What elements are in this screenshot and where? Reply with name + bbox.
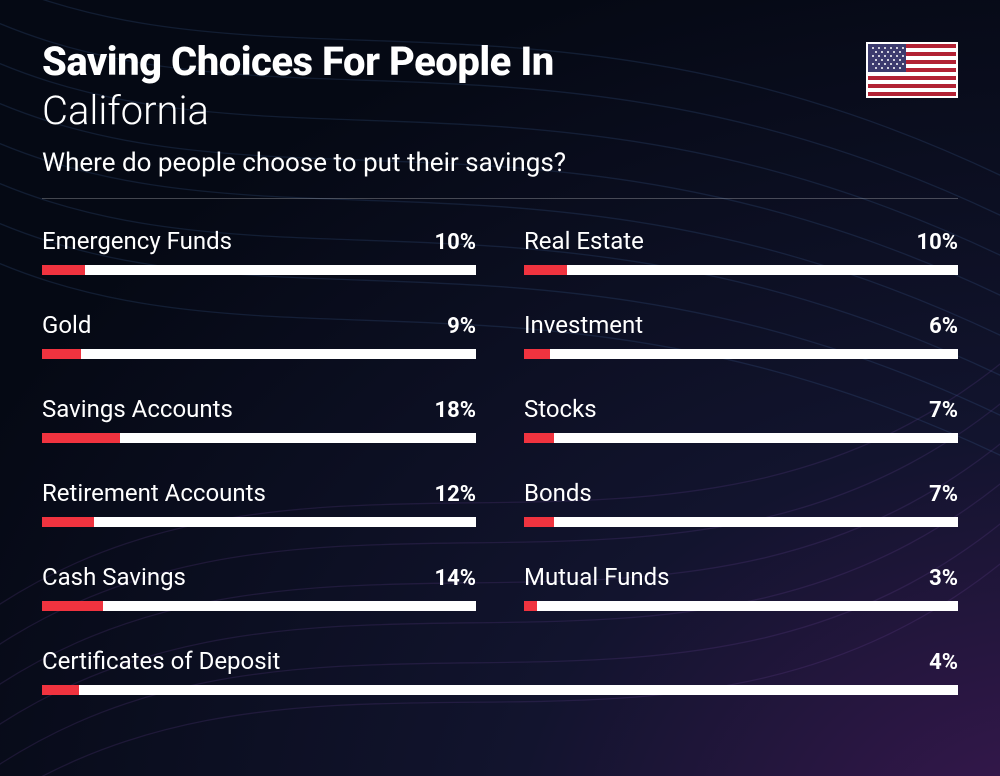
bar-item: Mutual Funds 3%: [524, 563, 958, 611]
bar-fill: [42, 433, 120, 443]
bar-item-label: Mutual Funds: [524, 563, 670, 591]
bar-track: [42, 685, 958, 695]
bar-item-header: Stocks 7%: [524, 395, 958, 423]
bar-item: Stocks 7%: [524, 395, 958, 443]
bar-item-header: Real Estate 10%: [524, 227, 958, 255]
bar-item-value: 7%: [929, 482, 958, 507]
bar-item-label: Bonds: [524, 479, 592, 507]
bar-item-label: Certificates of Deposit: [42, 647, 280, 675]
bar-item: Bonds 7%: [524, 479, 958, 527]
bar-item: Retirement Accounts 12%: [42, 479, 476, 527]
bar-item-label: Stocks: [524, 395, 597, 423]
bar-item: Cash Savings 14%: [42, 563, 476, 611]
bar-item-label: Investment: [524, 311, 643, 339]
bar-track: [42, 433, 476, 443]
bar-item: Savings Accounts 18%: [42, 395, 476, 443]
bar-item-label: Cash Savings: [42, 563, 186, 591]
divider: [42, 198, 958, 199]
title-line1: Saving Choices For People In: [42, 38, 866, 85]
bar-item-value: 14%: [434, 566, 476, 591]
bar-item-header: Emergency Funds 10%: [42, 227, 476, 255]
bar-fill: [524, 601, 537, 611]
bar-item-header: Certificates of Deposit 4%: [42, 647, 958, 675]
bar-track: [42, 517, 476, 527]
bar-item: Investment 6%: [524, 311, 958, 359]
content-container: Saving Choices For People In California …: [0, 0, 1000, 695]
title-block: Saving Choices For People In California …: [42, 38, 866, 178]
bar-item-value: 6%: [929, 314, 958, 339]
title-line2: California: [42, 87, 866, 134]
bar-track: [524, 601, 958, 611]
bar-item-value: 10%: [916, 230, 958, 255]
bar-track: [524, 433, 958, 443]
bar-item-label: Real Estate: [524, 227, 644, 255]
bar-item: Real Estate 10%: [524, 227, 958, 275]
bar-fill: [42, 601, 103, 611]
bar-track: [524, 349, 958, 359]
bar-item-label: Gold: [42, 311, 91, 339]
bar-fill: [524, 517, 554, 527]
bar-item-header: Investment 6%: [524, 311, 958, 339]
bar-fill: [524, 265, 567, 275]
bar-item-header: Bonds 7%: [524, 479, 958, 507]
bars-grid: Emergency Funds 10% Real Estate 10% Gold 9% In…: [42, 227, 958, 695]
bar-item: Emergency Funds 10%: [42, 227, 476, 275]
bar-fill: [42, 517, 94, 527]
bar-item-value: 9%: [447, 314, 476, 339]
bar-item: Certificates of Deposit 4%: [42, 647, 958, 695]
bar-item-value: 10%: [434, 230, 476, 255]
us-flag-icon: [866, 42, 958, 98]
bar-fill: [42, 349, 81, 359]
bar-item-header: Savings Accounts 18%: [42, 395, 476, 423]
bar-fill: [42, 265, 85, 275]
bar-item-label: Savings Accounts: [42, 395, 233, 423]
bar-track: [42, 265, 476, 275]
bar-item-label: Retirement Accounts: [42, 479, 266, 507]
bar-item-value: 3%: [929, 566, 958, 591]
subtitle: Where do people choose to put their savi…: [42, 148, 866, 178]
bar-fill: [524, 433, 554, 443]
bar-item-header: Mutual Funds 3%: [524, 563, 958, 591]
bar-item-header: Gold 9%: [42, 311, 476, 339]
bar-fill: [524, 349, 550, 359]
bar-item-header: Cash Savings 14%: [42, 563, 476, 591]
bar-item-value: 12%: [434, 482, 476, 507]
bar-item: Gold 9%: [42, 311, 476, 359]
bar-item-value: 7%: [929, 398, 958, 423]
bar-track: [42, 349, 476, 359]
bar-item-label: Emergency Funds: [42, 227, 232, 255]
bar-item-value: 18%: [434, 398, 476, 423]
bar-track: [524, 265, 958, 275]
bar-item-value: 4%: [929, 650, 958, 675]
bar-track: [524, 517, 958, 527]
bar-item-header: Retirement Accounts 12%: [42, 479, 476, 507]
bar-fill: [42, 685, 79, 695]
header: Saving Choices For People In California …: [42, 38, 958, 178]
bar-track: [42, 601, 476, 611]
